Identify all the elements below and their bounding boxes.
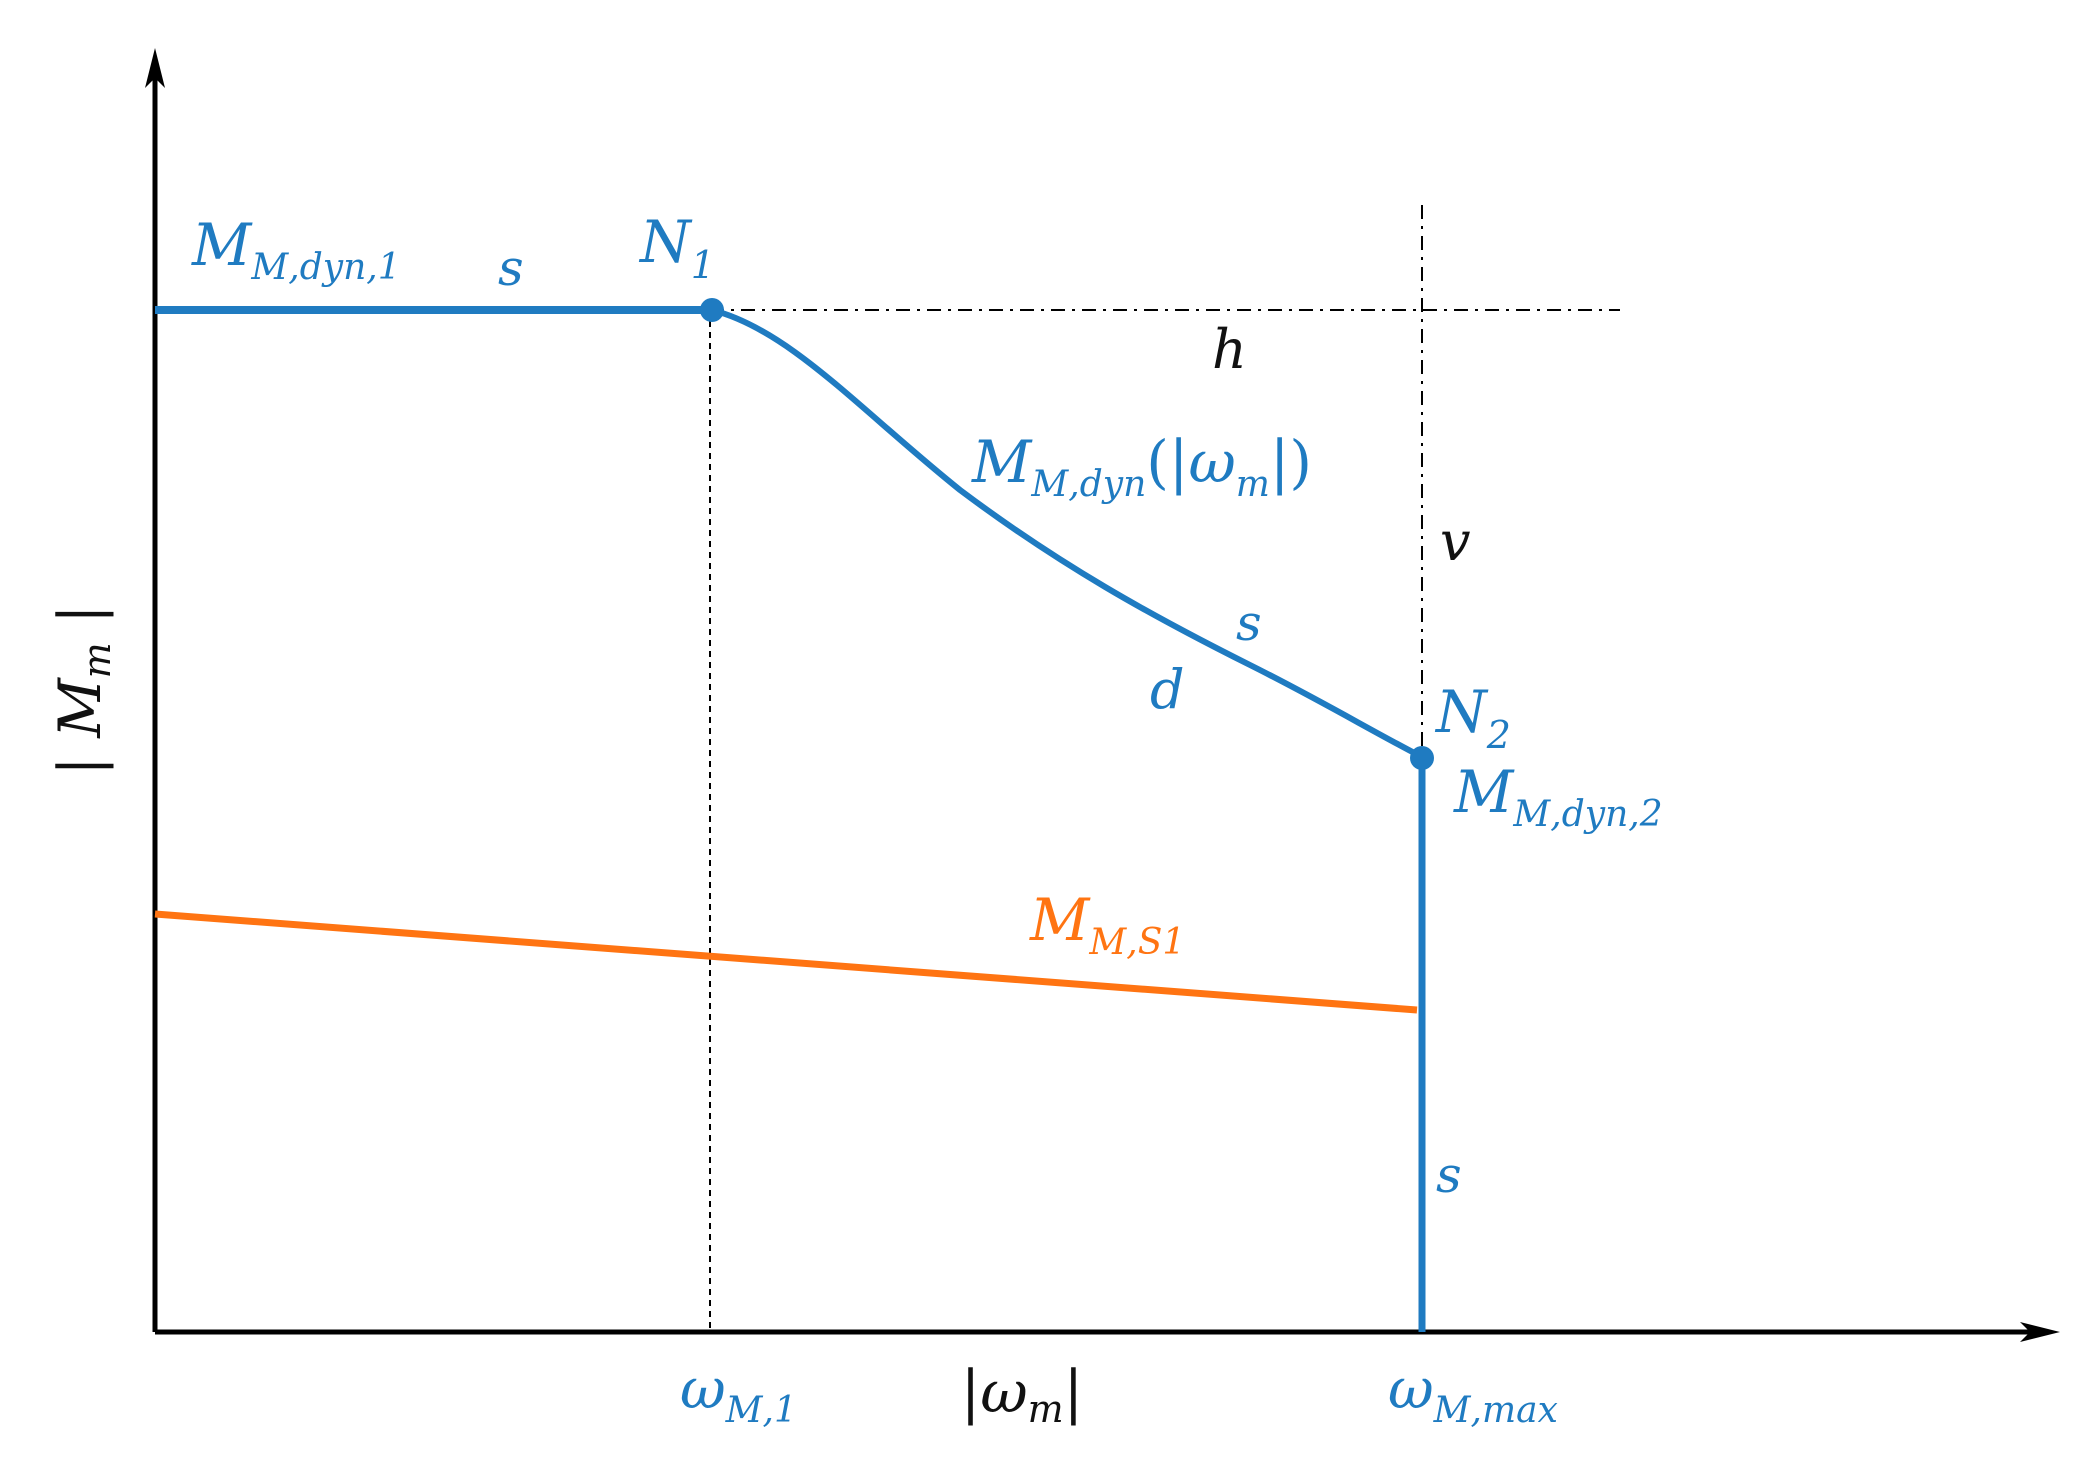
y-axis-label: | Mm | — [46, 604, 119, 775]
x-axis-arrow — [2020, 1322, 2060, 1342]
label-d-curve: d — [1150, 658, 1185, 721]
label-m-s1: MM,S1 — [1029, 886, 1185, 963]
tick-omega-1: ωM,1 — [680, 1357, 797, 1431]
x-axis-label-prefix: | — [961, 1358, 981, 1426]
label-m-dyn-1-sub: M,dyn,1 — [250, 247, 400, 288]
tick-omega-1-main: ω — [680, 1357, 726, 1422]
label-h: h — [1212, 318, 1247, 381]
m-s1-line — [154, 910, 1418, 1014]
label-n2-sub: 2 — [1486, 713, 1511, 757]
label-m-dyn-curve-close: |) — [1270, 428, 1312, 496]
label-m-s1-main: M — [1029, 886, 1091, 954]
axes — [145, 48, 2060, 1342]
label-m-dyn-1-main: M — [191, 211, 253, 279]
label-s-top: s — [498, 239, 524, 297]
x-axis-label-main: ω — [980, 1358, 1027, 1426]
tick-omega-max-main: ω — [1388, 1357, 1434, 1422]
y-axis-label-prefix: | — [46, 738, 114, 776]
label-s-curve: s — [1236, 594, 1262, 652]
tick-omega-max-sub: M,max — [1433, 1390, 1558, 1431]
label-m-dyn-curve-omega-sub: m — [1236, 464, 1270, 505]
dynamic-torque-envelope — [155, 298, 1434, 1332]
guide-lines — [709, 205, 1620, 1332]
y-axis-label-main: M — [46, 677, 114, 739]
point-n1 — [700, 298, 724, 322]
label-m-dyn-curve-open: (| — [1146, 428, 1188, 496]
label-n1: N1 — [638, 208, 715, 287]
label-v: v — [1440, 510, 1471, 573]
label-m-s1-sub: M,S1 — [1088, 922, 1185, 963]
x-axis-label-sub: m — [1028, 1387, 1064, 1431]
label-n1-main: N — [638, 208, 693, 276]
label-n1-sub: 1 — [691, 243, 715, 287]
label-s-vertical: s — [1436, 1146, 1462, 1204]
x-axis-label-suffix: | — [1064, 1358, 1084, 1426]
label-n2-main: N — [1434, 678, 1489, 746]
label-m-dyn-curve: MM,dyn(|ωm|) — [971, 428, 1312, 505]
label-m-dyn-curve-main: M — [971, 428, 1033, 496]
point-n2 — [1410, 746, 1434, 770]
label-n2: N2 — [1434, 678, 1511, 757]
y-axis-arrow — [145, 48, 165, 88]
tick-omega-max: ωM,max — [1388, 1357, 1558, 1431]
label-m-dyn-1: MM,dyn,1 — [191, 211, 401, 288]
m-dyn-curve — [711, 307, 1424, 760]
label-m-dyn-2: MM,dyn,2 — [1453, 758, 1663, 835]
label-m-dyn-curve-omega: ω — [1188, 428, 1235, 496]
y-axis-label-suffix: | — [46, 604, 114, 642]
label-m-dyn-curve-sub: M,dyn — [1030, 464, 1146, 505]
label-m-dyn-2-sub: M,dyn,2 — [1512, 794, 1662, 835]
label-m-dyn-2-main: M — [1453, 758, 1515, 826]
y-axis-label-sub: m — [75, 642, 119, 678]
tick-omega-1-sub: M,1 — [725, 1390, 797, 1431]
x-axis-label: |ωm| — [961, 1358, 1083, 1431]
